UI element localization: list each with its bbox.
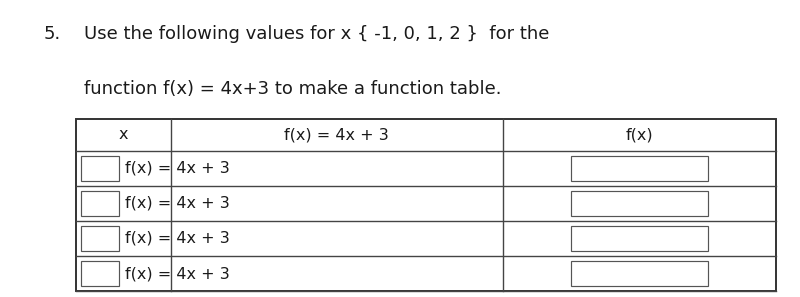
Bar — [76, 119, 776, 291]
Text: 5.: 5. — [44, 25, 62, 43]
Bar — [571, 191, 708, 216]
Bar — [81, 261, 118, 286]
Text: f(x) = 4x + 3: f(x) = 4x + 3 — [125, 196, 230, 211]
Bar — [571, 226, 708, 251]
Text: f(x) = 4x + 3: f(x) = 4x + 3 — [125, 266, 230, 281]
Bar — [81, 226, 118, 251]
Bar — [81, 156, 118, 181]
Text: Use the following values for x { -1, 0, 1, 2 }  for the: Use the following values for x { -1, 0, … — [84, 25, 550, 43]
Bar — [571, 156, 708, 181]
Text: f(x) = 4x + 3: f(x) = 4x + 3 — [284, 127, 389, 142]
Bar — [571, 261, 708, 286]
Text: f(x) = 4x + 3: f(x) = 4x + 3 — [125, 161, 230, 176]
Text: f(x): f(x) — [626, 127, 654, 142]
Text: function f(x) = 4x+3 to make a function table.: function f(x) = 4x+3 to make a function … — [84, 80, 502, 98]
Bar — [81, 191, 118, 216]
Text: x: x — [118, 127, 128, 142]
Text: f(x) = 4x + 3: f(x) = 4x + 3 — [125, 231, 230, 246]
